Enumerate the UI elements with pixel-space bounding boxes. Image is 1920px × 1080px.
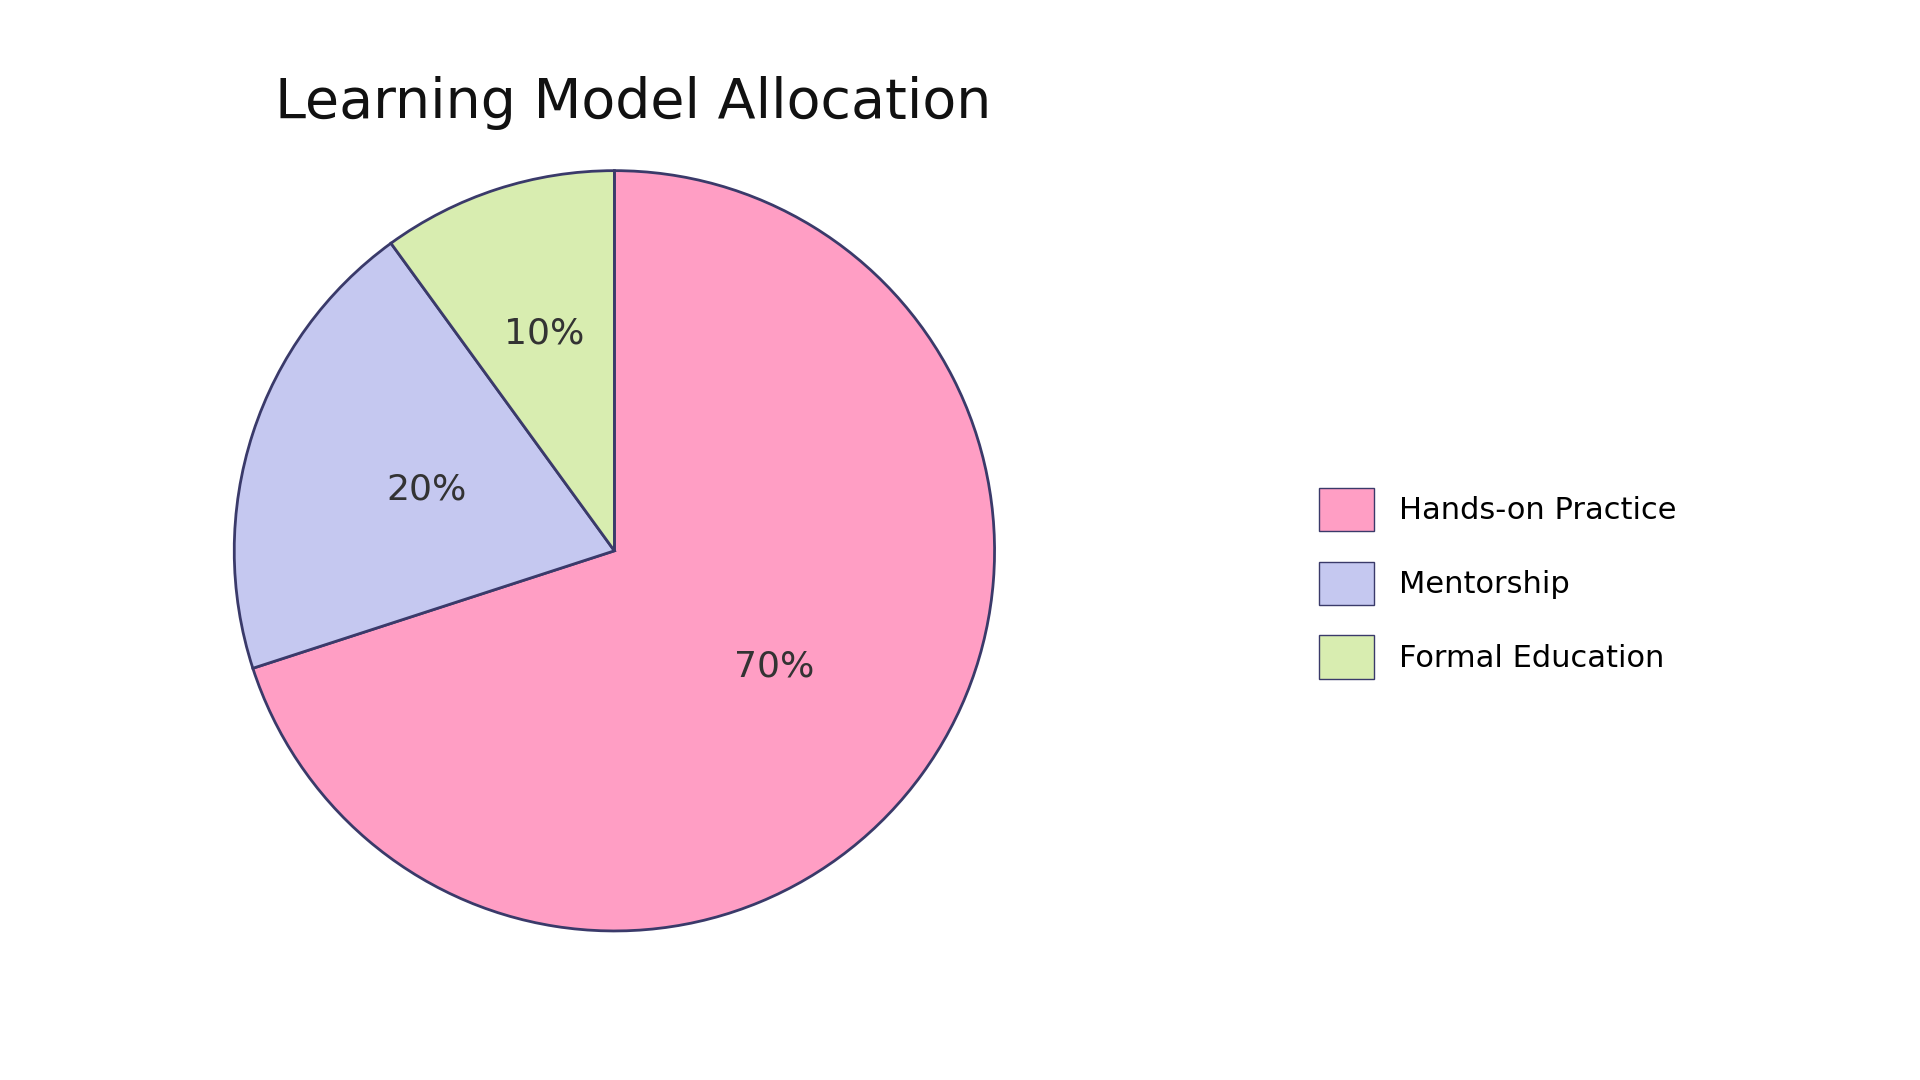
- Legend: Hands-on Practice, Mentorship, Formal Education: Hands-on Practice, Mentorship, Formal Ed…: [1319, 488, 1676, 678]
- Text: Learning Model Allocation: Learning Model Allocation: [275, 76, 993, 130]
- Text: 20%: 20%: [386, 473, 467, 507]
- Text: 70%: 70%: [733, 650, 814, 684]
- Wedge shape: [234, 243, 614, 669]
- Wedge shape: [392, 171, 614, 551]
- Wedge shape: [253, 171, 995, 931]
- Text: 10%: 10%: [503, 316, 584, 351]
